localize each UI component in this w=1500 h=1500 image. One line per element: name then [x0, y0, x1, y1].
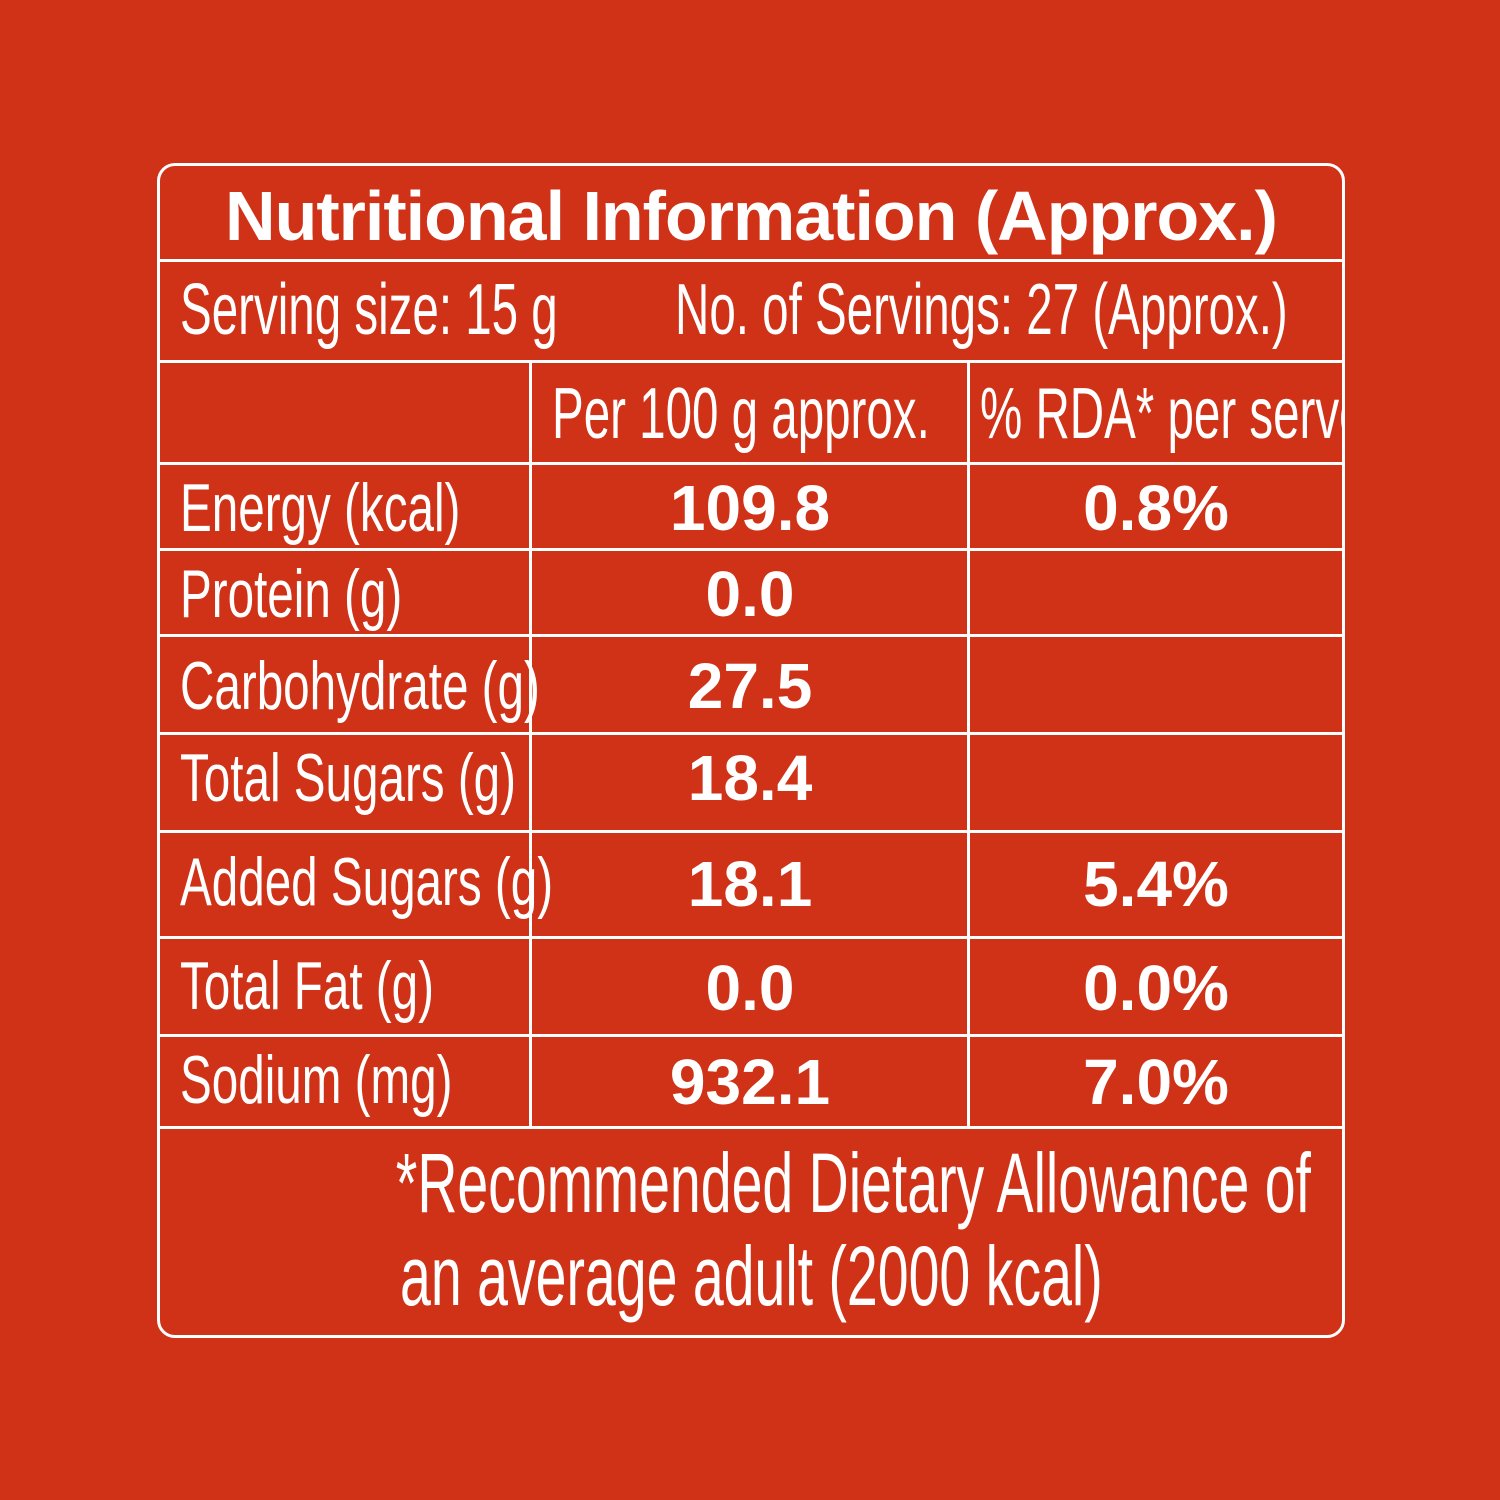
divider	[160, 732, 1342, 735]
divider	[160, 1126, 1342, 1129]
divider	[160, 1034, 1342, 1037]
nutrition-table: Nutritional Information (Approx.) Servin…	[157, 163, 1345, 1338]
value-per100-added-sugars: 18.1	[687, 848, 813, 920]
footnote-text-1: *Recommended Dietary Allowance of	[395, 1136, 1311, 1230]
value-per100-protein: 0.0	[705, 558, 795, 630]
servings-count: No. of Servings: 27 (Approx.)	[675, 270, 1288, 350]
column-divider	[967, 363, 970, 1128]
value-rda-added-sugars: 5.4%	[1083, 848, 1229, 920]
value-per100-sodium: 932.1	[669, 1046, 831, 1118]
column-divider	[529, 363, 532, 1128]
divider	[160, 360, 1342, 363]
divider	[160, 462, 1342, 465]
divider	[160, 548, 1342, 551]
value-per100-energy: 109.8	[669, 472, 831, 544]
divider	[160, 259, 1342, 262]
nutrient-label-protein: Protein (g)	[180, 556, 403, 632]
column-header-rda: % RDA* per serve	[980, 374, 1345, 454]
footnote-text-2: an average adult (2000 kcal)	[399, 1229, 1103, 1323]
footnote-line-2: an average adult (2000 kcal)	[160, 1234, 1342, 1318]
divider	[160, 936, 1342, 939]
nutrient-label-energy: Energy (kcal)	[180, 470, 461, 546]
nutrient-label-total-fat: Total Fat (g)	[180, 948, 434, 1024]
value-rda-sodium: 7.0%	[1083, 1046, 1229, 1118]
serving-size: Serving size: 15 g	[180, 270, 558, 350]
nutrient-label-carbohydrate: Carbohydrate (g)	[180, 648, 540, 724]
column-header-per-100g: Per 100 g approx.	[552, 374, 930, 454]
value-rda-energy: 0.8%	[1083, 472, 1229, 544]
nutrient-label-total-sugars: Total Sugars (g)	[180, 740, 516, 816]
nutrient-label-added-sugars: Added Sugars (g)	[180, 844, 554, 920]
nutrient-label-sodium: Sodium (mg)	[180, 1042, 453, 1118]
footnote-line-1: *Recommended Dietary Allowance of	[160, 1141, 1342, 1225]
divider	[160, 830, 1342, 833]
table-title: Nutritional Information (Approx.)	[225, 177, 1278, 255]
value-per100-total-fat: 0.0	[705, 952, 795, 1024]
value-per100-carbohydrate: 27.5	[687, 650, 813, 722]
value-per100-total-sugars: 18.4	[687, 742, 813, 814]
divider	[160, 634, 1342, 637]
value-rda-total-fat: 0.0%	[1083, 952, 1229, 1024]
